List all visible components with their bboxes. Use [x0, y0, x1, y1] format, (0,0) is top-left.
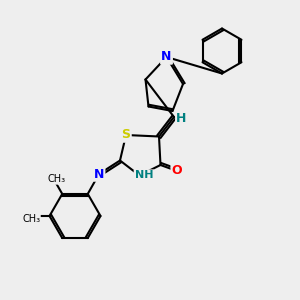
Text: N: N: [94, 167, 104, 181]
Text: H: H: [176, 112, 187, 125]
Text: NH: NH: [135, 170, 153, 181]
Text: N: N: [161, 50, 172, 64]
Text: S: S: [122, 128, 130, 142]
Text: O: O: [172, 164, 182, 178]
Text: CH₃: CH₃: [47, 174, 65, 184]
Text: CH₃: CH₃: [22, 214, 40, 224]
